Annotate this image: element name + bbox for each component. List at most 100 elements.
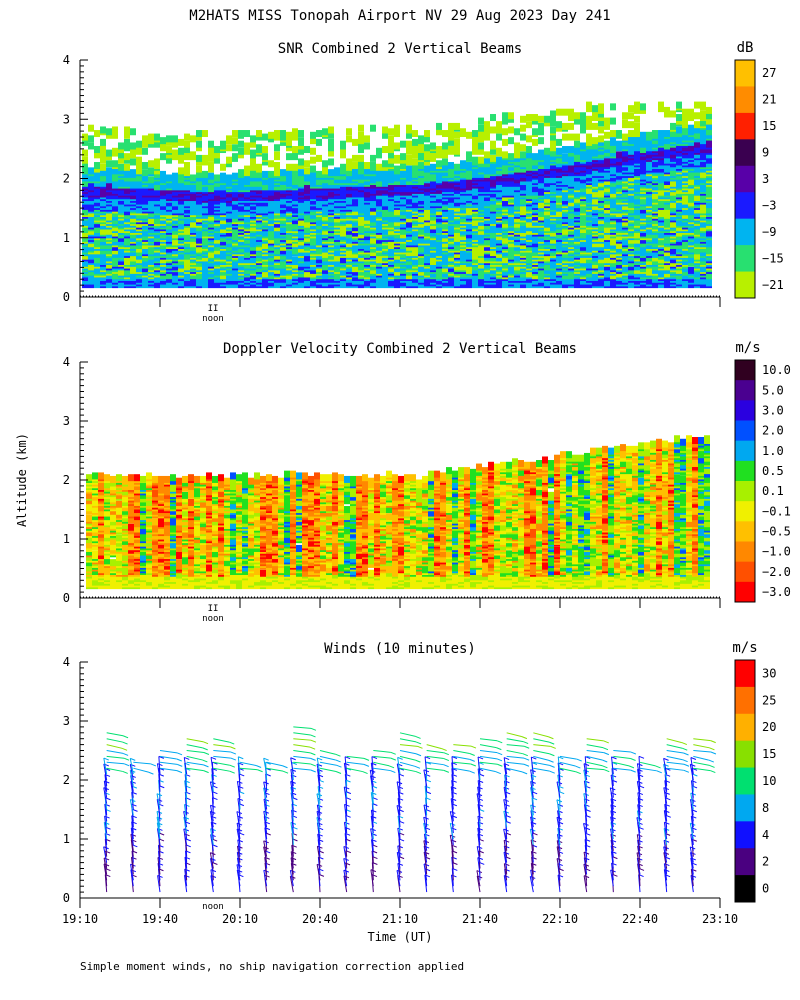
- snr-cell: [154, 167, 160, 175]
- snr-cell: [370, 167, 376, 175]
- snr-cell: [478, 130, 484, 138]
- snr-cell: [238, 254, 244, 262]
- snr-cell: [220, 183, 226, 191]
- snr-cell: [448, 162, 454, 170]
- snr-cell: [100, 138, 106, 146]
- snr-cell: [238, 169, 244, 177]
- snr-cell: [292, 176, 298, 184]
- snr-cell: [418, 149, 424, 157]
- snr-cell: [364, 270, 370, 278]
- snr-cell: [292, 153, 298, 161]
- snr-cell: [160, 137, 166, 145]
- snr-cell: [532, 156, 538, 164]
- snr-cell: [88, 167, 94, 175]
- snr-title: SNR Combined 2 Vertical Beams: [278, 41, 522, 57]
- snr-cell: [316, 238, 322, 246]
- snr-cell: [490, 154, 496, 162]
- snr-cell: [160, 142, 166, 150]
- snr-cell: [94, 146, 100, 154]
- snr-cell: [82, 231, 88, 239]
- snr-cell: [220, 217, 226, 225]
- snr-cell: [484, 121, 490, 129]
- snr-cell: [118, 176, 124, 184]
- snr-cell: [196, 236, 202, 244]
- snr-cell: [514, 202, 520, 210]
- snr-cell: [238, 147, 244, 155]
- snr-cell: [370, 124, 376, 132]
- snr-cell: [394, 268, 400, 276]
- snr-cell: [502, 220, 508, 228]
- snr-cell: [226, 243, 232, 251]
- snr-cell: [316, 217, 322, 225]
- snr-cell: [100, 227, 106, 235]
- snr-cell: [478, 124, 484, 132]
- snr-cell: [412, 162, 418, 170]
- snr-cell: [280, 217, 286, 225]
- snr-cell: [382, 130, 388, 138]
- snr-cell: [334, 167, 340, 175]
- snr-cell: [172, 153, 178, 161]
- snr-cell: [250, 163, 256, 171]
- snr-cell: [268, 170, 274, 178]
- snr-cell: [472, 156, 478, 164]
- snr-cell: [460, 247, 466, 255]
- snr-cell: [382, 226, 388, 234]
- snr-cell: [88, 252, 94, 260]
- snr-cell: [292, 247, 298, 255]
- snr-cell: [130, 252, 136, 260]
- snr-cell: [166, 234, 172, 242]
- snr-cell: [196, 154, 202, 162]
- snr-cell: [448, 167, 454, 175]
- snr-cell: [226, 144, 232, 152]
- snr-cell: [250, 154, 256, 162]
- snr-cell: [478, 201, 484, 209]
- snr-cell: [424, 144, 430, 152]
- snr-cell: [370, 181, 376, 189]
- snr-cell: [148, 133, 154, 141]
- snr-cell: [322, 249, 328, 257]
- snr-cell: [334, 247, 340, 255]
- snr-cell: [268, 258, 274, 266]
- snr-cell: [94, 162, 100, 170]
- snr-cell: [358, 154, 364, 162]
- snr-cell: [148, 176, 154, 184]
- snr-cell: [424, 165, 430, 173]
- snr-cell: [478, 142, 484, 150]
- snr-cell: [298, 162, 304, 170]
- snr-cell: [178, 138, 184, 146]
- snr-cell: [346, 231, 352, 239]
- snr-cell: [316, 231, 322, 239]
- snr-cell: [124, 153, 130, 161]
- snr-cell: [82, 138, 88, 146]
- snr-cell: [142, 147, 148, 155]
- snr-cell: [154, 140, 160, 148]
- snr-cell: [166, 245, 172, 253]
- snr-cell: [304, 211, 310, 219]
- snr-cell: [184, 224, 190, 232]
- snr-cell: [520, 124, 526, 132]
- snr-cell: [310, 165, 316, 173]
- snr-cell: [388, 156, 394, 164]
- snr-cell: [454, 147, 460, 155]
- snr-cell: [214, 247, 220, 255]
- snr-cell: [526, 151, 532, 159]
- snr-cell: [478, 242, 484, 250]
- snr-cell: [532, 128, 538, 136]
- snr-cell: [448, 133, 454, 141]
- snr-cell: [136, 220, 142, 228]
- snr-cell: [220, 268, 226, 276]
- snr-cell: [526, 215, 532, 223]
- snr-cell: [526, 146, 532, 154]
- snr-cell: [274, 130, 280, 138]
- snr-cell: [448, 138, 454, 146]
- snr-heatmap: [82, 101, 712, 289]
- snr-cell: [364, 210, 370, 218]
- snr-cell: [214, 151, 220, 159]
- snr-cell: [442, 178, 448, 186]
- snr-cell: [196, 165, 202, 173]
- snr-cell: [226, 135, 232, 143]
- snr-cell: [496, 147, 502, 155]
- snr-cell: [352, 274, 358, 282]
- snr-cell: [520, 151, 526, 159]
